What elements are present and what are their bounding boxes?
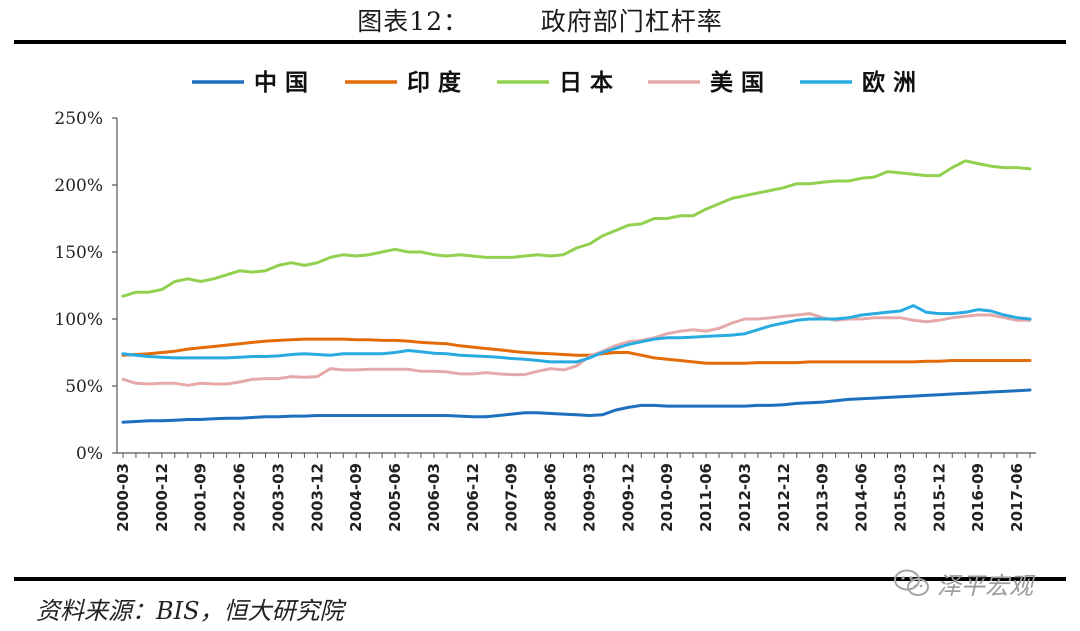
figure-number: 图表12： — [357, 7, 470, 36]
x-tick-label: 2015-12 — [930, 463, 948, 532]
wechat-icon — [894, 569, 929, 596]
x-tick-label: 2010-09 — [658, 463, 676, 532]
watermark: 泽平宏观 — [893, 566, 1053, 600]
x-tick-label: 2009-03 — [580, 463, 598, 532]
y-tick-label: 100% — [54, 310, 103, 330]
legend-label: 美 国 — [710, 69, 764, 96]
x-tick-label: 2015-03 — [891, 463, 909, 532]
legend-label: 欧 洲 — [862, 70, 916, 96]
x-tick-label: 2012-12 — [775, 463, 793, 532]
x-tick-label: 2006-03 — [425, 463, 443, 532]
top-rule — [14, 40, 1066, 44]
series-lines — [121, 159, 1032, 424]
legend-label: 日 本 — [559, 70, 613, 96]
y-tick-label: 200% — [54, 176, 103, 196]
x-tick-label: 2006-12 — [464, 463, 482, 532]
x-tick-label: 2004-09 — [347, 463, 365, 532]
x-tick-label: 2003-03 — [269, 463, 287, 532]
x-tick-label: 2000-12 — [153, 463, 171, 532]
x-tick-label: 2017-06 — [1008, 463, 1026, 532]
x-tick-label: 2009-12 — [619, 463, 637, 532]
legend-label: 中 国 — [254, 70, 308, 96]
x-tick-label: 2005-06 — [386, 463, 404, 532]
y-tick-label: 150% — [54, 243, 103, 263]
source-note: 资料来源：BIS，恒大研究院 — [36, 597, 344, 625]
series-line-印度 — [121, 337, 1032, 365]
y-tick-label: 50% — [65, 377, 103, 397]
series-line-美国 — [121, 312, 1032, 387]
x-tick-label: 2000-03 — [114, 463, 132, 532]
legend: 中 国印 度日 本美 国欧 洲 — [192, 69, 916, 96]
chart-title: 政府部门杠杆率 — [540, 7, 723, 36]
x-tick-label: 2002-06 — [231, 463, 249, 532]
series-line-日本 — [121, 159, 1032, 298]
x-tick-label: 2001-09 — [192, 463, 210, 532]
series-line-中国 — [121, 388, 1032, 424]
y-tick-label: 250% — [54, 109, 103, 129]
x-tick-label: 2008-06 — [542, 463, 560, 532]
bottom-rule — [14, 577, 1066, 581]
x-tick-label: 2013-09 — [814, 463, 832, 532]
x-tick-label: 2003-12 — [308, 463, 326, 532]
series-line-欧洲 — [121, 304, 1032, 364]
x-axis: 2000-03 2000-12 2001-09 2002-06 2003-03 2003-… — [114, 452, 1036, 532]
x-tick-label: 2011-06 — [697, 463, 715, 532]
x-tick-label: 2014-06 — [853, 463, 871, 532]
y-tick-label: 0% — [76, 444, 103, 464]
y-axis: 0% 50% 100% 150% 200% 250% — [54, 109, 118, 464]
x-tick-label: 2012-03 — [736, 463, 754, 532]
watermark-text: 泽平宏观 — [937, 571, 1033, 600]
x-tick-label: 2016-09 — [969, 463, 987, 532]
legend-label: 印 度 — [407, 69, 462, 96]
chart-title-bar: 图表12： 政府部门杠杆率 — [0, 2, 1080, 38]
x-tick-label: 2007-09 — [503, 463, 521, 532]
